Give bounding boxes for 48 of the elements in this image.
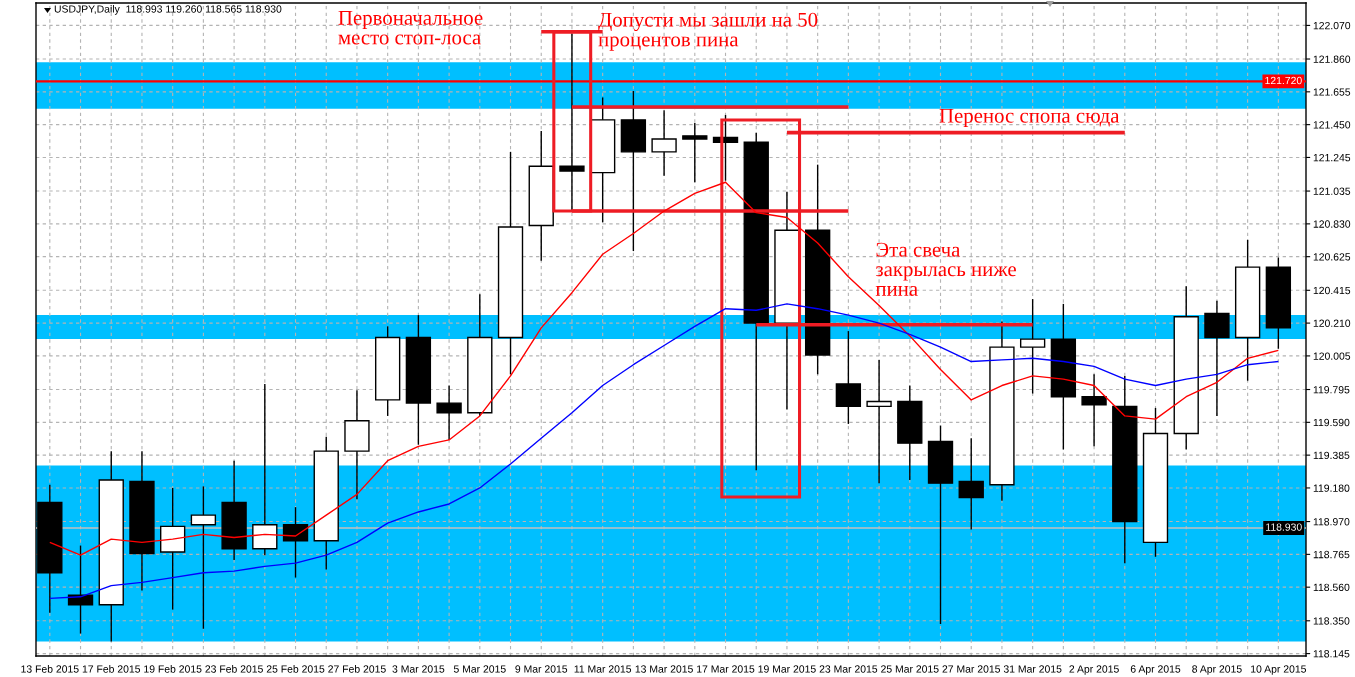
chart-title: USDJPY,Daily 118.993 119.260 118.565 118.930	[54, 5, 282, 15]
y-tick-label: 119.590	[1313, 418, 1350, 427]
y-tick-label: 120.625	[1313, 253, 1351, 261]
y-tick-label: 118.350	[1313, 617, 1350, 625]
x-tick-label: 13 Feb 2015	[21, 665, 79, 673]
annotation: Перенос спопа сюда	[939, 108, 1120, 128]
x-tick-label: 6 Apr 2015	[1130, 665, 1181, 675]
x-tick-label: 27 Feb 2015	[328, 665, 386, 673]
x-tick-label: 25 Feb 2015	[266, 665, 325, 673]
annotation: Эта свеча закрылась ниже пина	[875, 242, 1016, 296]
x-tick-label: 2 Apr 2015	[1069, 665, 1119, 675]
x-tick-label: 11 Mar 2015	[574, 665, 632, 673]
y-tick-label: 119.385	[1313, 451, 1350, 460]
x-tick-label: 31 Mar 2015	[1003, 665, 1062, 673]
x-tick-label: 17 Mar 2015	[697, 665, 755, 673]
x-tick-label: 17 Feb 2015	[82, 665, 141, 673]
x-tick-label: 5 Mar 2015	[453, 665, 506, 673]
y-tick-label: 119.180	[1313, 484, 1350, 492]
y-tick-label: 118.560	[1313, 583, 1350, 592]
y-tick-label: 120.415	[1313, 286, 1351, 295]
y-tick-label: 120.210	[1313, 319, 1351, 327]
y-tick-label: 122.070	[1313, 21, 1351, 30]
y-tick-label: 118.970	[1313, 518, 1350, 526]
y-tick-label: 120.830	[1313, 220, 1351, 228]
y-tick-label: 121.860	[1313, 55, 1351, 63]
y-tick-label: 118.765	[1313, 550, 1350, 559]
x-tick-label: 19 Feb 2015	[144, 665, 202, 673]
annotation: Допусти мы зашли на 50 процентов пина	[598, 12, 818, 51]
y-tick-label: 121.655	[1313, 88, 1351, 96]
x-tick-label: 23 Mar 2015	[819, 665, 878, 673]
x-tick-label: 25 Mar 2015	[881, 665, 939, 673]
y-tick-label: 121.035	[1313, 187, 1351, 195]
x-tick-label: 23 Feb 2015	[205, 665, 263, 673]
ref-line-label: 118.930	[1266, 523, 1302, 531]
y-tick-label: 121.245	[1313, 153, 1351, 162]
annotation: Первоначальное место стоп-лоса	[338, 11, 483, 45]
x-tick-label: 19 Mar 2015	[758, 665, 816, 673]
x-tick-label: 9 Mar 2015	[515, 665, 568, 673]
y-tick-label: 118.145	[1313, 650, 1350, 658]
y-tick-label: 120.005	[1313, 352, 1351, 360]
x-tick-label: 10 Apr 2015	[1251, 665, 1307, 675]
ref-line-label: 121.720	[1265, 76, 1302, 85]
x-tick-label: 27 Mar 2015	[942, 665, 1001, 673]
x-tick-label: 13 Mar 2015	[635, 665, 693, 673]
x-tick-label: 3 Mar 2015	[392, 665, 445, 673]
y-tick-label: 121.450	[1313, 121, 1351, 129]
y-tick-label: 119.795	[1313, 386, 1350, 394]
x-tick-label: 8 Apr 2015	[1192, 665, 1242, 675]
